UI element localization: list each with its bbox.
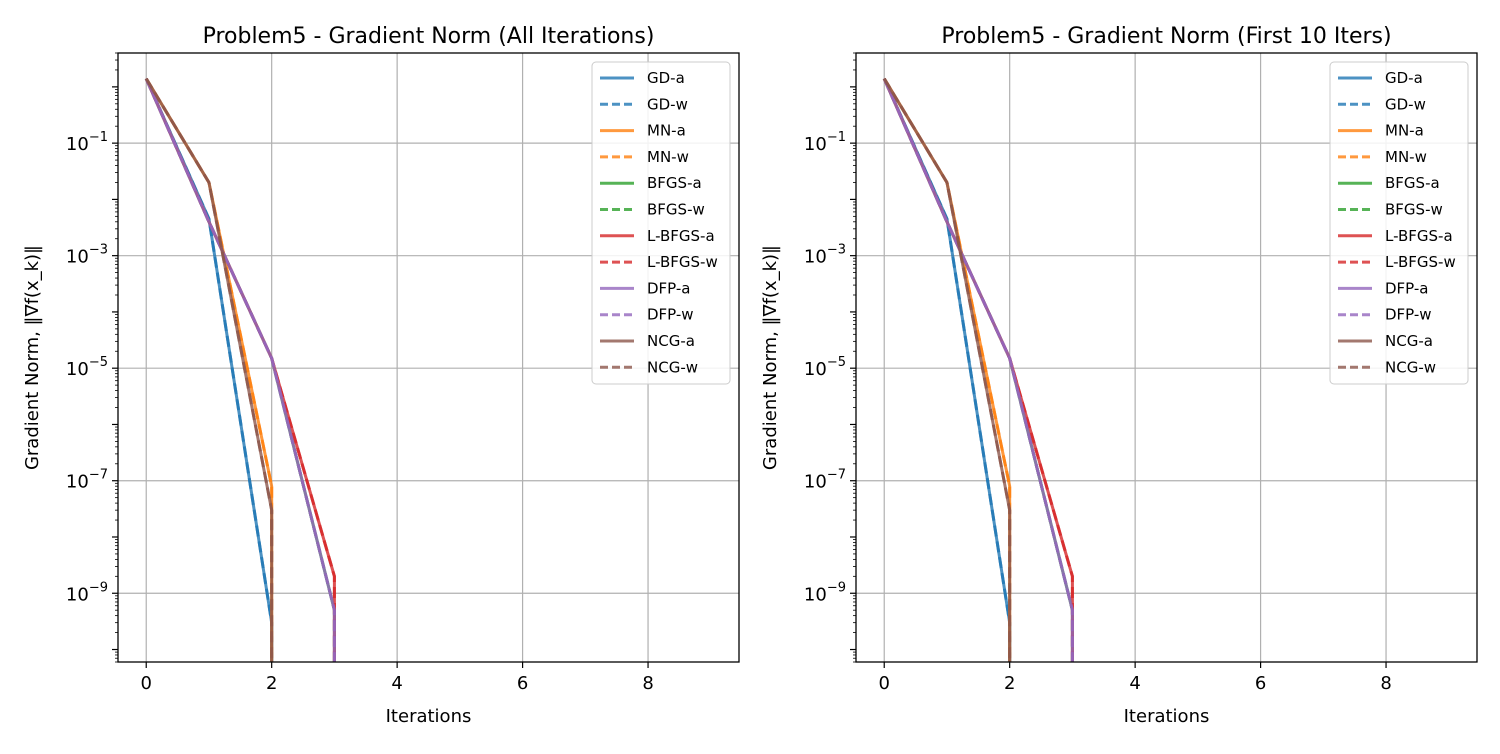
legend-label: MN-a <box>647 122 686 140</box>
series-line-gd-a <box>144 78 274 662</box>
legend: GD-a GD-w MN-a MN-w BFGS-a BFGS-w L-BFGS-a L-BF… <box>1329 61 1469 385</box>
x-axis-label: Iterations <box>386 706 472 727</box>
legend-label: BFGS-a <box>647 174 702 192</box>
x-tick-label: 0 <box>879 673 890 694</box>
y-tick-label: 10−3 <box>804 243 846 268</box>
chart-panel-2: 0 2 4 6 8 10−1 10−3 10−5 10−7 10−9 Problem5 - Grad… <box>760 24 1478 727</box>
y-tick-label: 10−9 <box>66 580 108 605</box>
series-line-l-bfgs-a <box>144 78 336 662</box>
legend-label: MN-a <box>1385 122 1424 140</box>
legend-label: GD-w <box>647 95 688 113</box>
series-line-dfp-a <box>144 78 336 662</box>
x-tick-label: 2 <box>1004 673 1015 694</box>
series-line-mn-w <box>144 77 274 662</box>
series-line-l-bfgs-a <box>882 78 1074 662</box>
series-line-gd-w <box>882 78 1012 662</box>
y-tick-label: 10−1 <box>66 130 108 155</box>
plot-frame <box>855 52 1478 663</box>
chart-panel-1: 0 2 4 6 8 10−1 10−3 10−5 10−7 10−9 Problem5 - Grad… <box>22 24 740 727</box>
series-line-dfp-w <box>882 78 1074 662</box>
series-line-bfgs-w <box>882 78 1074 662</box>
series-line-gd-w <box>144 78 274 662</box>
legend-label: MN-w <box>647 148 689 166</box>
legend-label: MN-w <box>1385 148 1427 166</box>
legend-label: NCG-w <box>1385 358 1436 376</box>
legend-label: L-BFGS-a <box>1385 227 1453 245</box>
legend-label: L-BFGS-w <box>1385 253 1456 271</box>
legend-label: GD-a <box>647 69 685 87</box>
legend-label: GD-w <box>1385 95 1426 113</box>
x-tick-label: 0 <box>141 673 152 694</box>
series-line-ncg-a <box>144 77 274 662</box>
y-tick-label: 10−5 <box>804 355 846 380</box>
legend-label: NCG-w <box>647 358 698 376</box>
series-line-l-bfgs-w <box>882 78 1074 662</box>
series-line-gd-a <box>882 78 1012 662</box>
y-tick-label: 10−7 <box>804 468 846 493</box>
x-tick-label: 4 <box>391 673 402 694</box>
legend-label: L-BFGS-w <box>647 253 718 271</box>
chart-title: Problem5 - Gradient Norm (First 10 Iters… <box>941 24 1391 49</box>
x-tick-label: 2 <box>266 673 277 694</box>
series-line-ncg-a <box>882 77 1012 662</box>
x-tick-label: 4 <box>1129 673 1140 694</box>
legend-label: BFGS-a <box>1385 174 1440 192</box>
legend-label: NCG-a <box>1385 332 1433 350</box>
series-line-bfgs-a <box>882 78 1074 662</box>
legend-label: NCG-a <box>647 332 695 350</box>
legend-label: DFP-a <box>1385 279 1429 297</box>
legend-label: L-BFGS-a <box>647 227 715 245</box>
y-tick-label: 10−9 <box>804 580 846 605</box>
series-line-dfp-a <box>882 78 1074 662</box>
series-line-l-bfgs-w <box>144 78 336 662</box>
series-line-bfgs-a <box>144 78 336 662</box>
y-tick-label: 10−5 <box>66 355 108 380</box>
chart-title: Problem5 - Gradient Norm (All Iterations… <box>203 24 655 49</box>
series-line-ncg-w <box>882 77 1012 662</box>
x-tick-label: 8 <box>642 673 653 694</box>
legend-box <box>591 61 731 385</box>
x-tick-label: 8 <box>1380 673 1391 694</box>
series-line-mn-a <box>882 77 1012 662</box>
legend-label: BFGS-w <box>647 201 705 219</box>
x-tick-label: 6 <box>517 673 528 694</box>
series-lines <box>144 77 336 662</box>
y-tick-label: 10−1 <box>804 130 846 155</box>
series-lines <box>882 77 1074 662</box>
legend-box <box>1329 61 1469 385</box>
legend-label: DFP-a <box>647 279 691 297</box>
legend-label: DFP-w <box>647 306 694 324</box>
x-axis-label: Iterations <box>1124 706 1210 727</box>
legend-label: DFP-w <box>1385 306 1432 324</box>
plot-frame <box>117 52 740 663</box>
x-tick-label: 6 <box>1255 673 1266 694</box>
legend-label: BFGS-w <box>1385 201 1443 219</box>
series-line-ncg-w <box>144 77 274 662</box>
series-line-dfp-w <box>144 78 336 662</box>
legend: GD-a GD-w MN-a MN-w BFGS-a BFGS-w L-BFGS-a L-BF… <box>591 61 731 385</box>
y-axis-label: Gradient Norm, ‖∇f(x_k)‖ <box>22 245 43 470</box>
y-tick-label: 10−7 <box>66 468 108 493</box>
series-line-bfgs-w <box>144 78 336 662</box>
y-axis-label: Gradient Norm, ‖∇f(x_k)‖ <box>760 245 781 470</box>
series-line-mn-w <box>882 77 1012 662</box>
series-line-mn-a <box>144 77 274 662</box>
y-tick-label: 10−3 <box>66 243 108 268</box>
legend-label: GD-a <box>1385 69 1423 87</box>
